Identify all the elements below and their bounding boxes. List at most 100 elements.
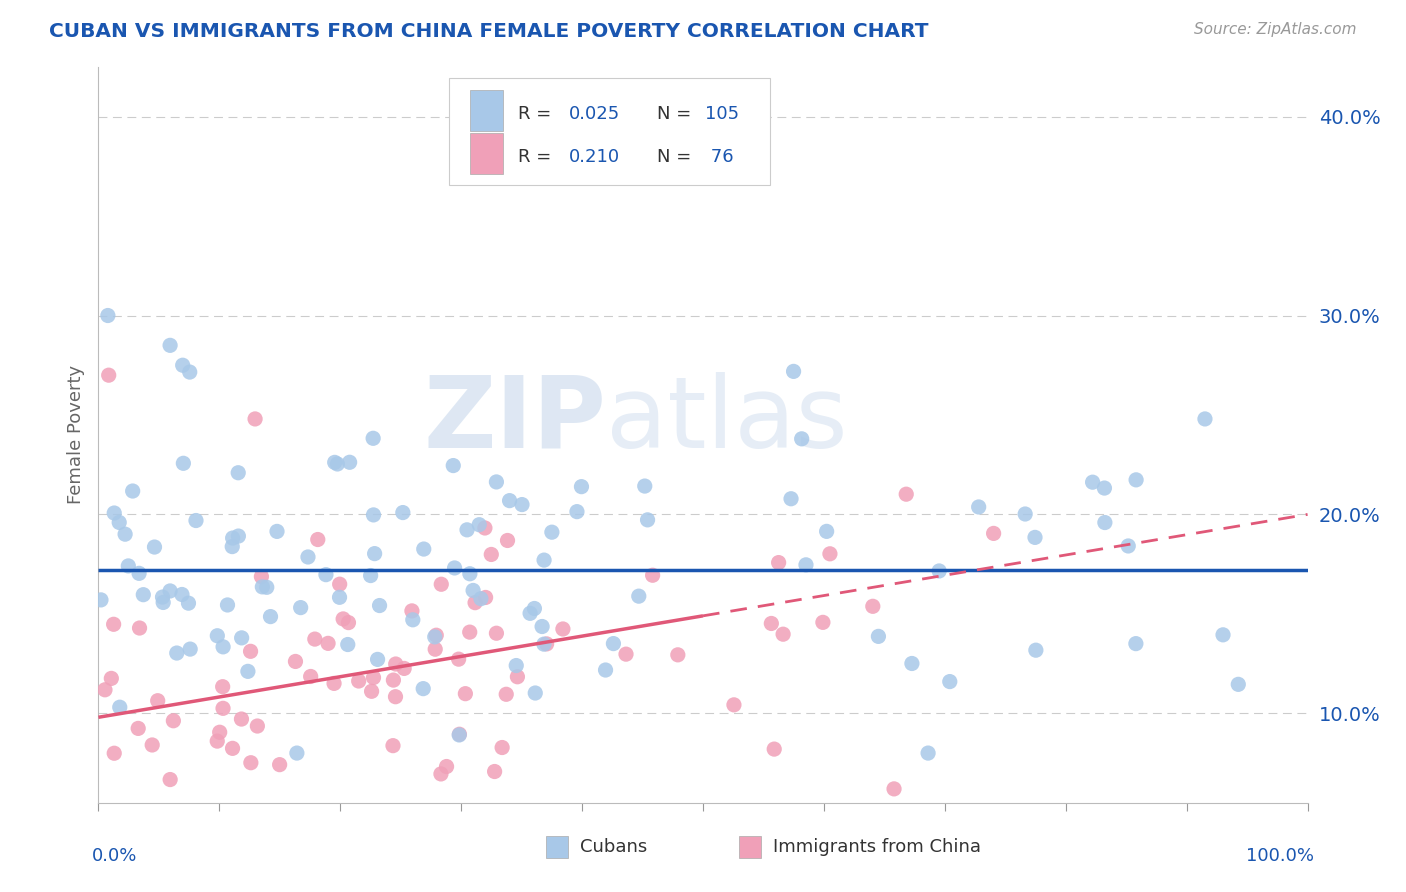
Point <box>505 658 527 673</box>
Point <box>152 590 174 604</box>
Point <box>221 540 243 554</box>
Point <box>332 612 354 626</box>
Point <box>221 531 243 545</box>
Point <box>132 588 155 602</box>
Point <box>1125 473 1147 487</box>
Point <box>228 529 250 543</box>
Point <box>172 358 194 372</box>
Text: Source: ZipAtlas.com: Source: ZipAtlas.com <box>1194 22 1357 37</box>
Bar <box>470 133 503 174</box>
Point <box>470 591 492 606</box>
Point <box>326 457 349 471</box>
Text: 105: 105 <box>706 105 740 123</box>
Point <box>307 533 329 547</box>
Point <box>637 513 659 527</box>
Point <box>761 616 783 631</box>
Point <box>128 566 150 581</box>
Point <box>1014 507 1036 521</box>
Point <box>768 556 790 570</box>
Point <box>1116 539 1139 553</box>
FancyBboxPatch shape <box>449 78 769 185</box>
Point <box>862 599 884 614</box>
Point <box>485 475 508 489</box>
Point <box>536 637 558 651</box>
Point <box>315 567 337 582</box>
Point <box>221 741 243 756</box>
Point <box>458 566 481 581</box>
Point <box>179 642 201 657</box>
Y-axis label: Female Poverty: Female Poverty <box>66 366 84 504</box>
Point <box>363 547 385 561</box>
Point <box>524 686 547 700</box>
Point <box>368 599 391 613</box>
Point <box>928 564 950 578</box>
Point <box>901 657 924 671</box>
Point <box>780 491 803 506</box>
Point <box>533 637 555 651</box>
Text: 76: 76 <box>706 148 734 166</box>
Point <box>231 712 253 726</box>
Point <box>367 652 389 666</box>
Point <box>461 583 484 598</box>
Point <box>1125 637 1147 651</box>
Point <box>94 682 117 697</box>
Point <box>1081 475 1104 490</box>
Point <box>883 781 905 796</box>
Point <box>363 671 385 685</box>
Point <box>392 661 415 675</box>
Point <box>423 630 446 644</box>
Point <box>782 364 804 378</box>
Point <box>239 756 262 770</box>
Point <box>207 629 229 643</box>
Point <box>917 746 939 760</box>
Point <box>290 600 312 615</box>
Point <box>523 601 546 615</box>
Point <box>103 506 125 520</box>
Point <box>412 542 434 557</box>
Point <box>208 725 231 739</box>
Point <box>159 338 181 352</box>
Point <box>141 738 163 752</box>
Point <box>602 637 624 651</box>
Point <box>484 764 506 779</box>
Point <box>627 589 650 603</box>
Point <box>384 657 406 671</box>
Point <box>172 456 194 470</box>
Point <box>425 628 447 642</box>
Text: Cubans: Cubans <box>579 838 647 856</box>
Point <box>211 680 233 694</box>
Point <box>506 670 529 684</box>
Point <box>243 412 266 426</box>
Point <box>179 365 201 379</box>
Point <box>103 746 125 760</box>
Text: N =: N = <box>657 105 697 123</box>
Point <box>146 694 169 708</box>
Point <box>382 673 405 687</box>
Point <box>239 644 262 658</box>
Point <box>402 613 425 627</box>
Point <box>436 759 458 773</box>
Point <box>464 596 486 610</box>
Point <box>259 609 281 624</box>
Point <box>212 701 235 715</box>
Bar <box>740 836 761 858</box>
Point <box>159 772 181 787</box>
Point <box>177 596 200 610</box>
Point <box>384 690 406 704</box>
Point <box>284 655 307 669</box>
Text: 100.0%: 100.0% <box>1246 847 1313 865</box>
Text: ZIP: ZIP <box>423 372 606 468</box>
Point <box>443 561 465 575</box>
Point <box>763 742 786 756</box>
Point <box>266 524 288 539</box>
Point <box>533 553 555 567</box>
Point <box>634 479 657 493</box>
Point <box>614 647 637 661</box>
Point <box>212 640 235 654</box>
Point <box>159 584 181 599</box>
Text: R =: R = <box>517 105 557 123</box>
Point <box>468 517 491 532</box>
Point <box>641 568 664 582</box>
Point <box>328 591 350 605</box>
Point <box>449 728 471 742</box>
